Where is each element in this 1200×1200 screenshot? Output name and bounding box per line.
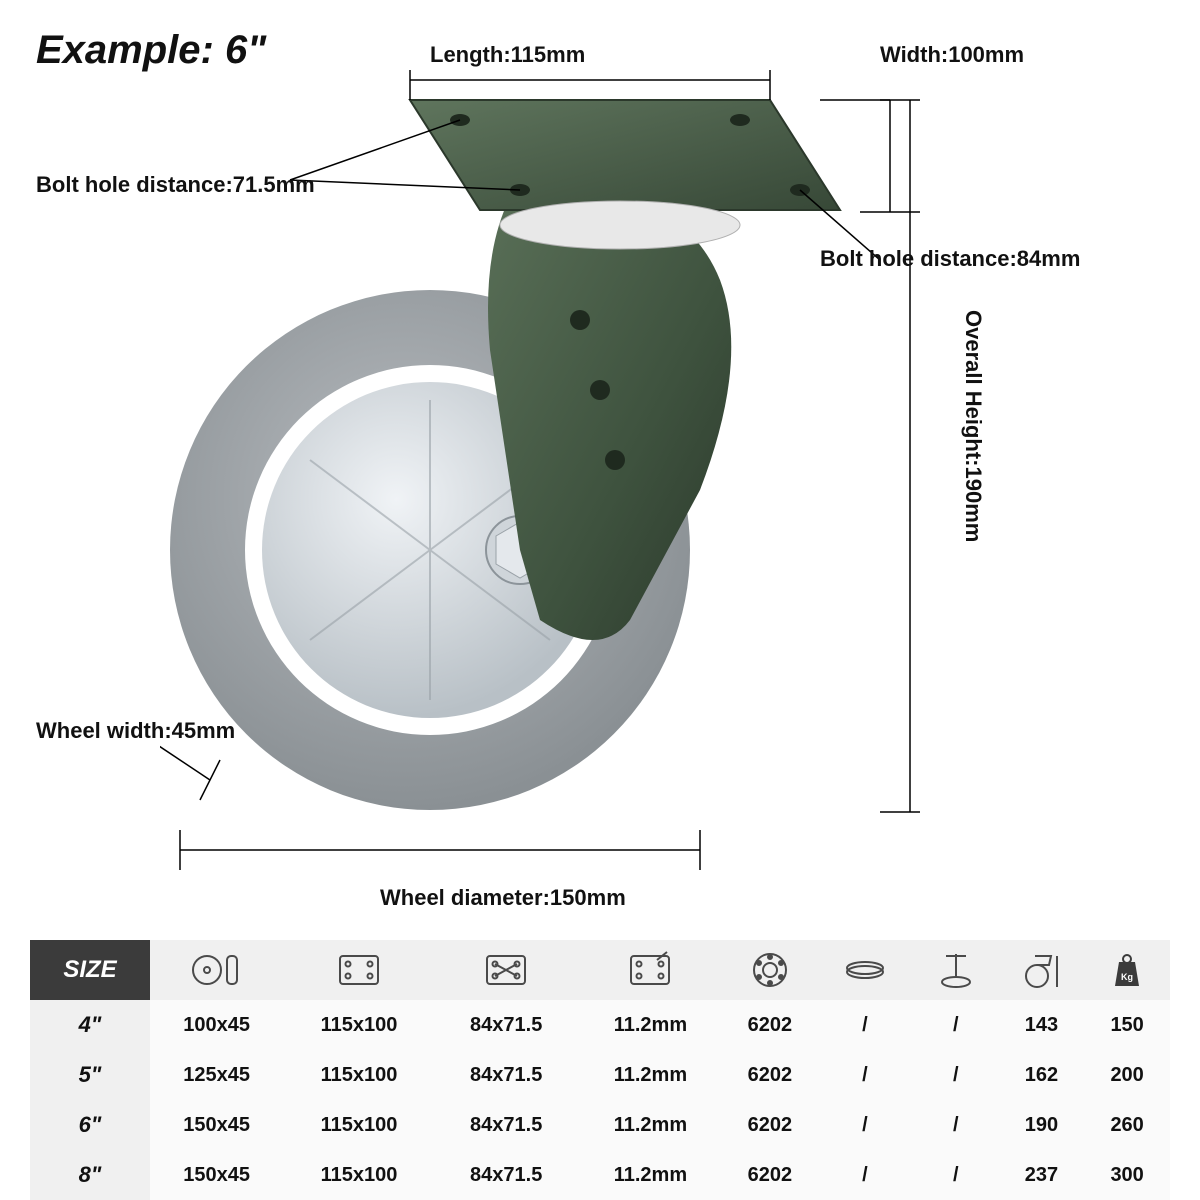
- annot-bolt-right: Bolt hole distance:84mm: [820, 246, 1080, 272]
- cell: 190: [999, 1100, 1085, 1150]
- cell: 6202: [723, 1100, 817, 1150]
- cell: /: [913, 1000, 999, 1050]
- cell: 84x71.5: [435, 1150, 578, 1200]
- cell: 150x45: [150, 1150, 283, 1200]
- annot-overall-height: Overall Height:190mm: [960, 310, 986, 542]
- annot-width: Width:100mm: [880, 42, 1024, 68]
- col-icon-stem: [913, 940, 999, 1000]
- cell: 300: [1084, 1150, 1170, 1200]
- table-row: 5" 125x45 115x100 84x71.5 11.2mm 6202 / …: [30, 1050, 1170, 1100]
- cell: 6202: [723, 1000, 817, 1050]
- cell: 6202: [723, 1050, 817, 1100]
- cell: /: [817, 1050, 913, 1100]
- annot-wheel-width: Wheel width:45mm: [36, 718, 235, 744]
- cell: /: [817, 1000, 913, 1050]
- cell: 115x100: [283, 1100, 434, 1150]
- table-row: 8" 150x45 115x100 84x71.5 11.2mm 6202 / …: [30, 1150, 1170, 1200]
- cell-size: 5": [30, 1050, 150, 1100]
- annot-length: Length:115mm: [430, 42, 585, 68]
- annot-bolt-left: Bolt hole distance:71.5mm: [36, 172, 315, 198]
- cell: 11.2mm: [578, 1050, 723, 1100]
- cell: 237: [999, 1150, 1085, 1200]
- size-header: SIZE: [30, 940, 150, 1000]
- cell: 84x71.5: [435, 1050, 578, 1100]
- col-icon-disc: [817, 940, 913, 1000]
- cell: 200: [1084, 1050, 1170, 1100]
- cell: /: [913, 1050, 999, 1100]
- table-row: 4" 100x45 115x100 84x71.5 11.2mm 6202 / …: [30, 1000, 1170, 1050]
- cell: /: [913, 1100, 999, 1150]
- cell: 150x45: [150, 1100, 283, 1150]
- col-icon-wheel: [150, 940, 283, 1000]
- table-row: 6" 150x45 115x100 84x71.5 11.2mm 6202 / …: [30, 1100, 1170, 1150]
- cell: 150: [1084, 1000, 1170, 1050]
- cell-size: 4": [30, 1000, 150, 1050]
- cell: 260: [1084, 1100, 1170, 1150]
- cell: 84x71.5: [435, 1100, 578, 1150]
- spec-table-body: 4" 100x45 115x100 84x71.5 11.2mm 6202 / …: [30, 1000, 1170, 1200]
- annot-wheel-diameter: Wheel diameter:150mm: [380, 885, 626, 911]
- cell: 100x45: [150, 1000, 283, 1050]
- col-icon-bolt: [435, 940, 578, 1000]
- cell: 115x100: [283, 1000, 434, 1050]
- col-icon-hole: [578, 940, 723, 1000]
- cell: /: [817, 1150, 913, 1200]
- cell: 84x71.5: [435, 1000, 578, 1050]
- cell: 6202: [723, 1150, 817, 1200]
- cell: /: [913, 1150, 999, 1200]
- svg-text:Kg: Kg: [1121, 972, 1133, 982]
- cell: 162: [999, 1050, 1085, 1100]
- cell: 115x100: [283, 1050, 434, 1100]
- col-icon-plate: [283, 940, 434, 1000]
- col-icon-height: [999, 940, 1085, 1000]
- cell: 11.2mm: [578, 1100, 723, 1150]
- cell: 115x100: [283, 1150, 434, 1200]
- spec-table-header-row: SIZE: [30, 940, 1170, 1000]
- cell: 143: [999, 1000, 1085, 1050]
- cell: 11.2mm: [578, 1000, 723, 1050]
- spec-table: SIZE: [30, 940, 1170, 1200]
- cell: /: [817, 1100, 913, 1150]
- cell: 125x45: [150, 1050, 283, 1100]
- cell: 11.2mm: [578, 1150, 723, 1200]
- cell-size: 6": [30, 1100, 150, 1150]
- col-icon-load: Kg: [1084, 940, 1170, 1000]
- diagram-area: Length:115mm Width:100mm Bolt hole dista…: [0, 0, 1200, 920]
- cell-size: 8": [30, 1150, 150, 1200]
- col-icon-bearing: [723, 940, 817, 1000]
